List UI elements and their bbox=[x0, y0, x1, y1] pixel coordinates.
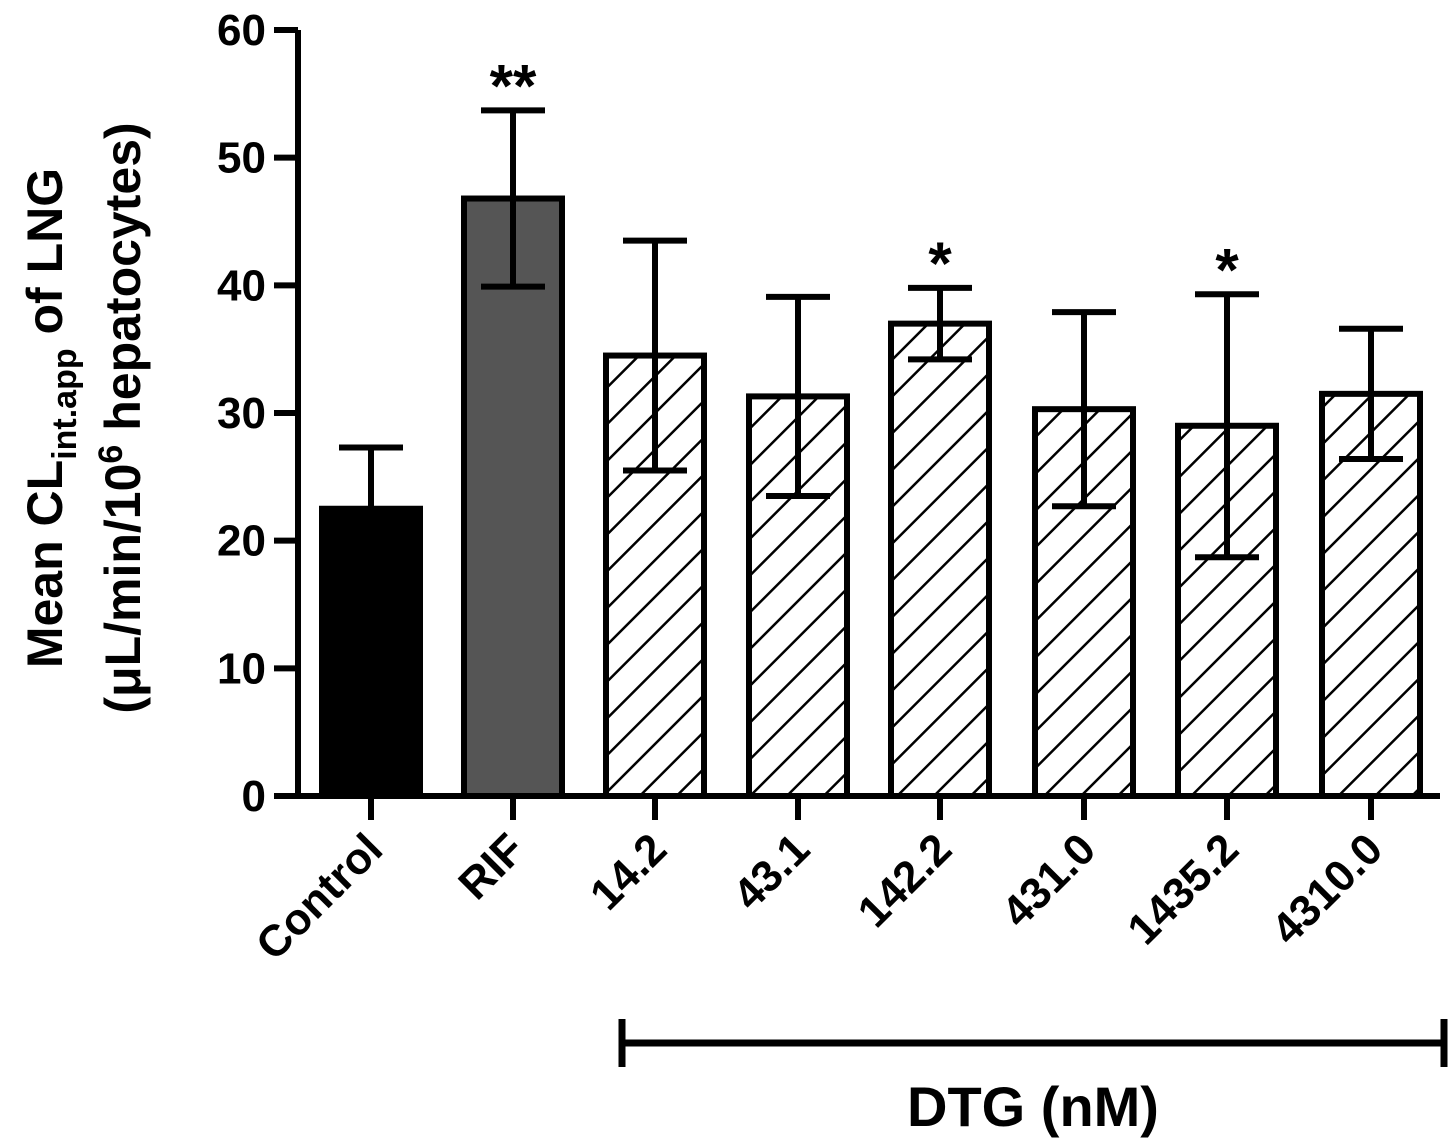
x-tick-label: 4310.0 bbox=[1262, 824, 1392, 954]
y-tick-label: 20 bbox=[217, 517, 266, 566]
bar-142-2 bbox=[888, 320, 992, 799]
x-axis: Control RIF 14.2 43.1 142.2 431.0 1435.2 4310.0 bbox=[247, 793, 1440, 970]
y-tick-label: 60 bbox=[217, 6, 266, 55]
significance-marker: * bbox=[1215, 236, 1239, 303]
y-tick-label: 0 bbox=[242, 772, 266, 821]
x-tick-label: 14.2 bbox=[581, 824, 676, 919]
x-tick-label: Control bbox=[247, 824, 392, 969]
x-tick-label: 43.1 bbox=[724, 824, 819, 919]
bar-control bbox=[319, 505, 423, 799]
svg-text:(μL/min/106 hepatocytes): (μL/min/106 hepatocytes) bbox=[92, 122, 151, 713]
y-axis: 0 10 20 30 40 50 60 bbox=[217, 6, 301, 821]
y-axis-label-main: Mean CL bbox=[17, 460, 73, 668]
y-tick-label: 50 bbox=[217, 134, 266, 183]
x-tick-label: RIF bbox=[449, 824, 534, 909]
y-axis-label-unit-pre: (μL/min/10 bbox=[95, 464, 151, 714]
svg-text:Mean CLint.app of LNG: Mean CLint.app of LNG bbox=[17, 168, 84, 668]
x-tick-label: 142.2 bbox=[849, 824, 962, 937]
y-axis-label-superscript: 6 bbox=[92, 445, 130, 464]
significance-marker: ** bbox=[490, 52, 537, 119]
y-axis-label-tail: of LNG bbox=[17, 168, 73, 349]
y-tick-label: 40 bbox=[217, 261, 266, 310]
error-bars: *** * bbox=[339, 52, 1403, 561]
significance-marker: * bbox=[928, 230, 952, 297]
x-tick-label: 431.0 bbox=[993, 824, 1106, 937]
group-bracket: DTG (nM) bbox=[618, 1019, 1448, 1138]
y-tick-label: 10 bbox=[217, 644, 266, 693]
x-tick-label: 1435.2 bbox=[1118, 824, 1248, 954]
y-axis-label: Mean CLint.app of LNG (μL/min/106 hepato… bbox=[17, 122, 151, 713]
y-tick-label: 30 bbox=[217, 389, 266, 438]
y-axis-label-subscript: int.app bbox=[46, 348, 84, 459]
y-axis-label-unit-post: hepatocytes) bbox=[95, 122, 151, 444]
bars bbox=[319, 195, 1423, 799]
group-bracket-label: DTG (nM) bbox=[907, 1075, 1159, 1138]
